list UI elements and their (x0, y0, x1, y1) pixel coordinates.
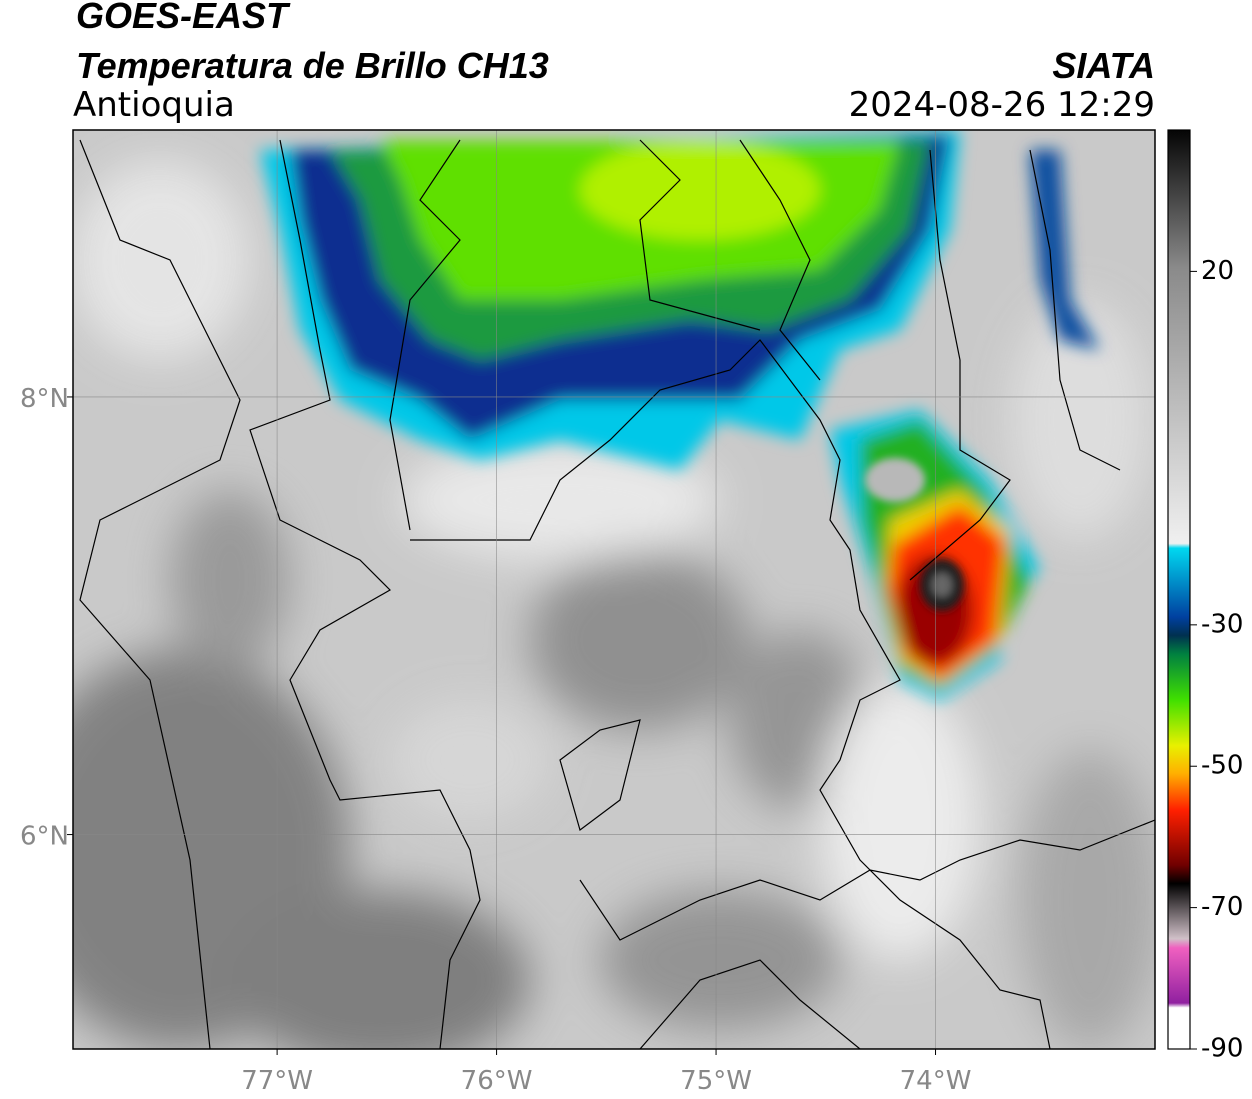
datetime: 2024-08-26 12:29 (849, 85, 1155, 125)
colorbar-ticks: 20 -30 -50 -70 -90 (1190, 256, 1243, 1064)
lon-label: 76°W (461, 1066, 533, 1096)
lon-label: 77°W (241, 1066, 313, 1096)
product: Temperatura de Brillo CH13 (76, 45, 549, 86)
region: Antioquia (73, 85, 235, 125)
lon-label: 75°W (680, 1066, 752, 1096)
colorbar-label: -50 (1201, 751, 1243, 781)
satellite: GOES-EAST (76, 0, 291, 36)
colorbar-label: 20 (1201, 256, 1234, 286)
satellite-image (73, 130, 1155, 1049)
lon-label: 74°W (900, 1066, 972, 1096)
source: SIATA (1052, 45, 1155, 86)
map-frame (72, 129, 1156, 1050)
colorbar-label: -90 (1201, 1034, 1243, 1064)
colorbar-label: -30 (1201, 609, 1243, 639)
lat-label: 8°N (20, 384, 69, 414)
colorbar (1167, 129, 1191, 1050)
lat-label: 6°N (20, 822, 69, 852)
colorbar-label: -70 (1201, 892, 1243, 922)
graticule (73, 130, 1155, 1049)
